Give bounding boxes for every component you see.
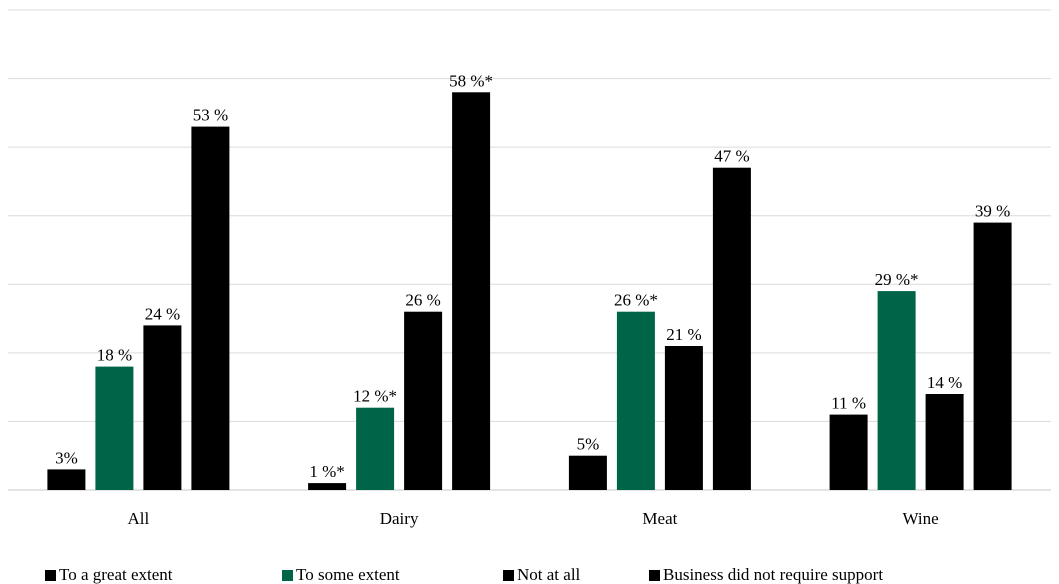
bar-all-series-3 — [191, 126, 230, 490]
data-label-all-series-3: 53 % — [193, 106, 228, 125]
data-label-wine-series-2: 14 % — [927, 373, 962, 392]
data-label-wine-series-0: 11 % — [831, 394, 866, 413]
data-label-meat-series-1: 26 %* — [614, 291, 658, 310]
x-tick-label-dairy: Dairy — [380, 509, 419, 528]
data-label-all-series-2: 24 % — [145, 304, 180, 323]
bar-meat-series-0 — [568, 455, 607, 490]
bar-wine-series-1 — [877, 291, 916, 490]
data-label-meat-series-2: 21 % — [666, 325, 701, 344]
data-label-wine-series-1: 29 %* — [875, 270, 919, 289]
legend-label-no-support-required: Business did not require support — [663, 565, 884, 584]
x-tick-label-meat: Meat — [642, 509, 677, 528]
data-label-all-series-0: 3% — [55, 448, 78, 467]
bar-all-series-1 — [95, 366, 134, 490]
legend-item-not-at-all: Not at all — [503, 566, 580, 584]
legend-item-no-support-required: Business did not require support — [649, 566, 883, 584]
data-label-dairy-series-2: 26 % — [405, 291, 440, 310]
data-label-dairy-series-0: 1 %* — [309, 462, 344, 481]
bar-dairy-series-2 — [404, 311, 443, 490]
legend-swatch-some-extent — [282, 569, 293, 581]
data-label-wine-series-3: 39 % — [975, 202, 1010, 221]
bar-meat-series-3 — [712, 167, 751, 490]
data-label-all-series-1: 18 % — [97, 346, 132, 365]
bar-all-series-0 — [47, 469, 86, 490]
legend-label-not-at-all: Not at all — [517, 565, 581, 584]
legend-swatch-not-at-all — [503, 569, 514, 581]
bar-dairy-series-3 — [452, 92, 491, 491]
x-tick-label-all: All — [128, 509, 150, 528]
x-tick-label-wine: Wine — [903, 509, 939, 528]
bar-dairy-series-1 — [356, 407, 395, 490]
chart-legend: To a great extent To some extent Not at … — [45, 566, 1045, 584]
legend-swatch-great-extent — [45, 569, 56, 581]
bar-dairy-series-0 — [308, 483, 347, 490]
legend-label-some-extent: To some extent — [296, 565, 400, 584]
data-label-dairy-series-1: 12 %* — [353, 387, 397, 406]
bar-all-series-2 — [143, 325, 182, 490]
legend-item-some-extent: To some extent — [282, 566, 400, 584]
bar-meat-series-2 — [664, 346, 703, 490]
bar-meat-series-1 — [616, 311, 655, 490]
data-label-meat-series-0: 5% — [577, 435, 600, 454]
legend-swatch-no-support-required — [649, 569, 660, 581]
bar-wine-series-0 — [829, 414, 868, 490]
bar-wine-series-2 — [925, 394, 964, 490]
bar-wine-series-3 — [973, 222, 1012, 490]
data-label-dairy-series-3: 58 %* — [449, 71, 493, 90]
legend-label-great-extent: To a great extent — [59, 565, 173, 584]
legend-item-great-extent: To a great extent — [45, 566, 173, 584]
data-label-meat-series-3: 47 % — [714, 147, 749, 166]
